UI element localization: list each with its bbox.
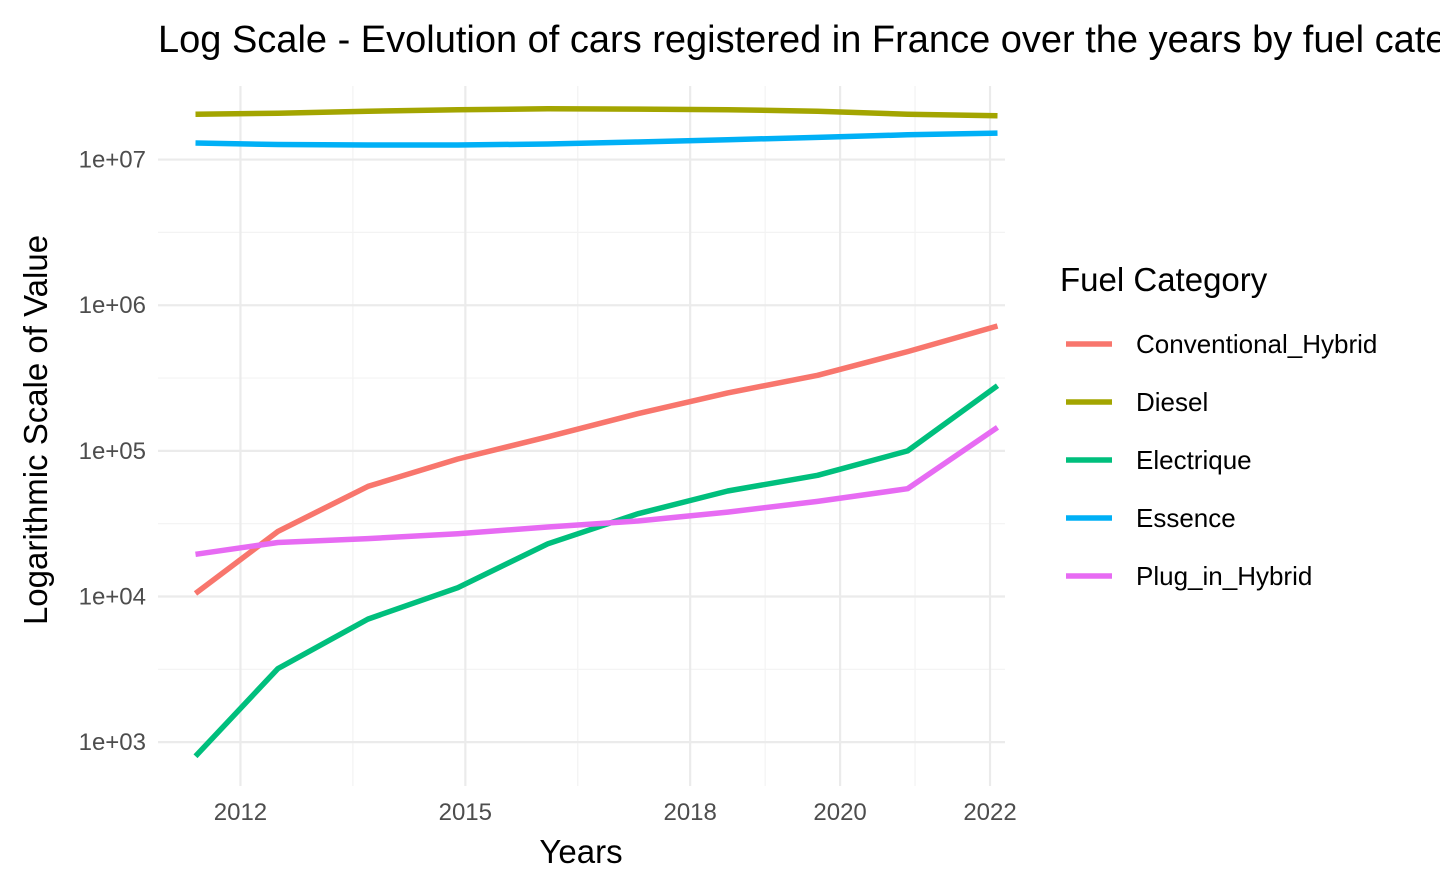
legend-label-conventional-hybrid: Conventional_Hybrid — [1136, 329, 1377, 359]
series-line-essence — [195, 130, 998, 148]
x-tick-label: 2015 — [439, 799, 492, 826]
x-axis-ticks: 2012 2015 2018 2020 2022 — [214, 799, 1017, 826]
legend-label-electrique: Electrique — [1136, 445, 1252, 475]
legend-title: Fuel Category — [1060, 261, 1268, 298]
y-tick-label: 1e+03 — [79, 729, 146, 756]
y-tick-label: 1e+04 — [79, 584, 146, 611]
y-axis-ticks: 1e+03 1e+04 1e+05 1e+06 1e+07 — [79, 147, 146, 757]
y-tick-label: 1e+07 — [79, 147, 146, 174]
series-line-diesel — [195, 106, 998, 119]
y-tick-label: 1e+06 — [79, 292, 146, 319]
series-line-plug-in-hybrid — [195, 425, 1000, 558]
x-tick-label: 2022 — [963, 799, 1016, 826]
series-line-electrique — [193, 383, 1000, 759]
x-tick-label: 2020 — [813, 799, 866, 826]
y-axis-title: Logarithmic Scale of Value — [17, 235, 54, 625]
chart-title: Log Scale - Evolution of cars registered… — [158, 19, 1440, 61]
series-line-conventional-hybrid — [193, 323, 999, 596]
legend: Fuel Category Conventional_Hybrid Diesel E… — [1060, 261, 1377, 591]
x-tick-label: 2012 — [214, 799, 267, 826]
grid — [158, 86, 1005, 786]
series-lines — [193, 106, 1000, 759]
y-tick-label: 1e+05 — [79, 438, 146, 465]
x-tick-label: 2018 — [663, 799, 716, 826]
legend-label-plug-in-hybrid: Plug_in_Hybrid — [1136, 561, 1312, 591]
legend-label-essence: Essence — [1136, 503, 1236, 533]
x-axis-title: Years — [539, 833, 622, 870]
legend-label-diesel: Diesel — [1136, 387, 1208, 417]
